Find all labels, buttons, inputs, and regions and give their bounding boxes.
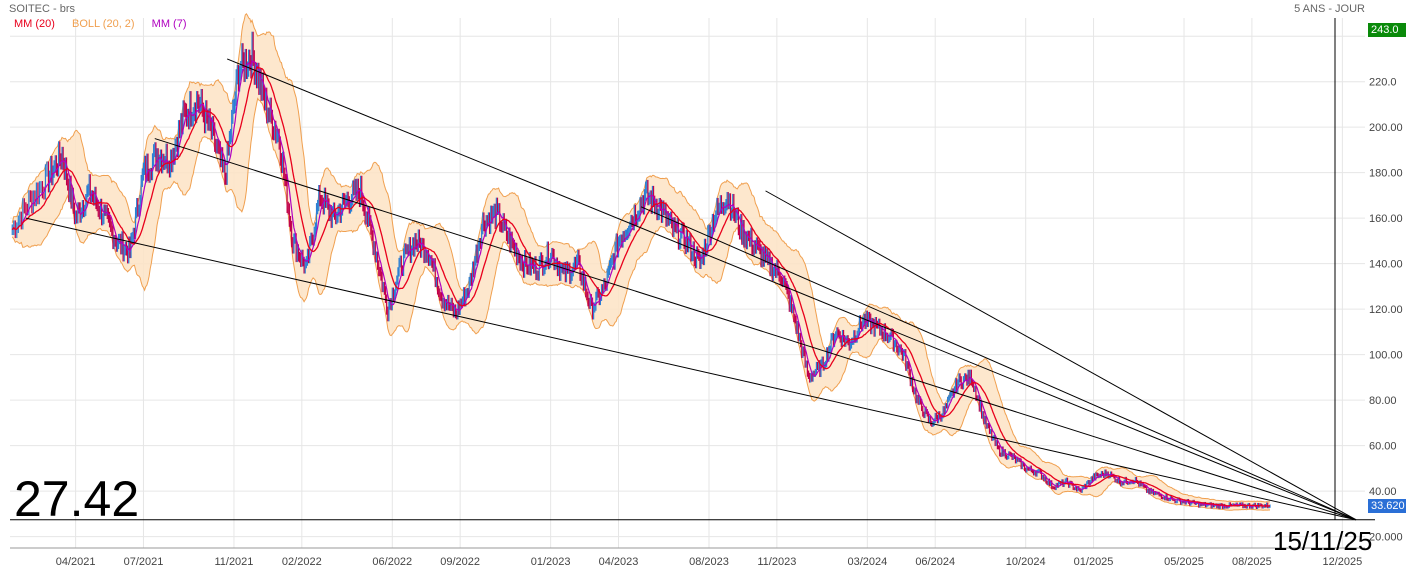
trendline [25,217,1357,521]
trendline [765,190,1357,521]
x-tick-label: 02/2022 [282,556,322,568]
x-tick-label: 05/2025 [1164,556,1204,568]
trendline [640,206,1357,521]
x-tick-label: 07/2021 [124,556,164,568]
x-tick-label: 01/2023 [531,556,571,568]
high-price-tag: 243.0 [1368,23,1406,37]
x-tick-label: 09/2022 [440,556,480,568]
x-tick-label: 08/2023 [689,556,729,568]
x-tick-label: 01/2025 [1074,556,1114,568]
bollinger-lower-line [11,97,1270,511]
bollinger-band-fill [12,13,1270,511]
mm20-line [11,66,1271,507]
x-tick-label: 11/2023 [757,556,796,568]
indicator-legend: MM (20) BOLL (20, 2) MM (7) [14,18,200,30]
x-tick-label: 08/2025 [1232,556,1272,568]
target-date-label: 15/11/25 [1273,526,1373,556]
x-tick-label: 06/2022 [372,556,412,568]
x-tick-label: 04/2023 [599,556,639,568]
y-tick-label: 220.0 [1369,77,1397,89]
y-tick-label: 120.00 [1369,304,1403,316]
x-tick-label: 06/2024 [915,556,955,568]
y-tick-label: 40.00 [1369,486,1397,498]
y-tick-label: 160.00 [1369,213,1403,225]
y-tick-label: 100.00 [1369,350,1403,362]
target-price-label: 27.42 [14,471,140,527]
mm7-line [11,60,1271,508]
x-tick-label: 11/2021 [214,556,253,568]
period-label[interactable]: 5 ANS - JOUR [1294,3,1365,15]
last-price-tag: 33.620 [1368,499,1406,513]
chart-title: SOITEC - brs [9,3,76,15]
legend-mm20[interactable]: MM (20) [14,18,55,30]
legend-boll[interactable]: BOLL (20, 2) [72,18,135,30]
y-tick-label: 80.00 [1369,395,1397,407]
y-tick-label: 200.00 [1369,122,1403,134]
y-tick-label: 20.000 [1369,532,1403,544]
x-tick-label: 03/2024 [847,556,887,568]
legend-mm7[interactable]: MM (7) [151,18,187,30]
y-tick-label: 180.00 [1369,168,1403,180]
y-tick-label: 140.00 [1369,259,1403,271]
y-tick-label: 60.00 [1369,441,1397,453]
x-tick-label: 10/2024 [1006,556,1046,568]
x-tick-label: 04/2021 [56,556,96,568]
trendline [154,138,1357,521]
x-tick-label: 12/2025 [1322,556,1362,568]
trendline [226,58,1357,521]
